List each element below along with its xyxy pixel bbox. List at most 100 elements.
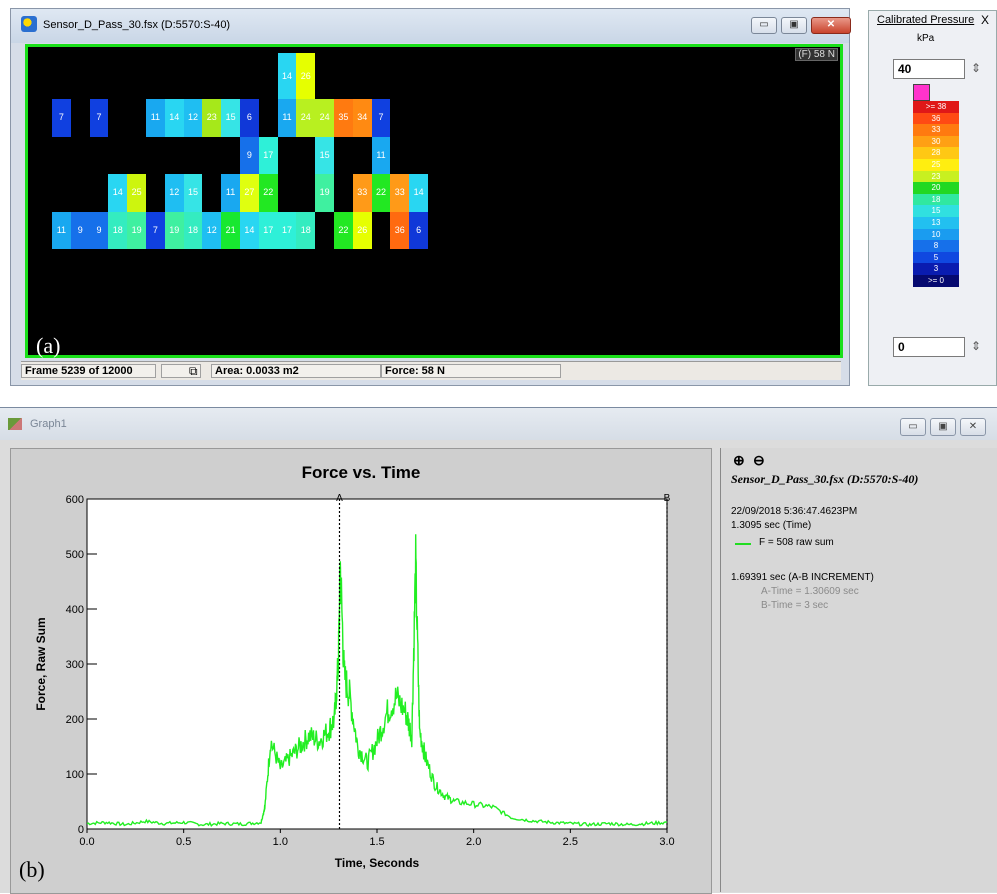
- sensor-window-titlebar[interactable]: Sensor_D_Pass_30.fsx (D:5570:S-40) ▭ ▣ ✕: [11, 9, 851, 43]
- heatmap-cell: 35: [334, 99, 353, 137]
- heatmap-cell: 11: [277, 99, 297, 137]
- force-series-line: [86, 534, 668, 827]
- x-tick-label: 3.0: [659, 836, 674, 848]
- scale-segment: 25: [913, 158, 959, 171]
- max-pressure-input[interactable]: 40: [893, 59, 965, 79]
- heatmap-cell: 33: [390, 174, 410, 212]
- heatmap-cell: 24: [315, 99, 334, 137]
- scale-segment: 3: [913, 263, 959, 275]
- panel-label-b: (b): [19, 857, 45, 882]
- y-tick-label: 600: [66, 494, 84, 506]
- heatmap-cell: 23: [202, 99, 222, 137]
- heatmap-cell: 14: [240, 211, 259, 249]
- heatmap-cell: 14: [108, 174, 128, 212]
- heatmap-cell: 24: [296, 99, 316, 137]
- scale-segment: 13: [913, 216, 959, 229]
- status-bar: Frame 5239 of 12000 ⧉ Area: 0.0033 m2 Fo…: [21, 361, 841, 380]
- heatmap-cell: 17: [277, 211, 297, 249]
- y-tick-label: 400: [66, 604, 84, 616]
- app-icon: [21, 16, 37, 32]
- y-tick-label: 200: [66, 714, 84, 726]
- marker-label: B: [664, 493, 671, 504]
- b-time: B-Time = 3 sec: [761, 600, 829, 611]
- minimize-button[interactable]: ▭: [751, 17, 777, 34]
- scale-segment: >= 0: [913, 274, 959, 287]
- heatmap-cell: 26: [352, 211, 372, 249]
- heatmap-cell: 25: [127, 174, 146, 212]
- graph-maximize-button[interactable]: ▣: [930, 418, 956, 436]
- heatmap-cell: 22: [258, 174, 278, 212]
- heatmap-cell: 14: [409, 174, 428, 212]
- y-tick-label: 100: [66, 769, 84, 781]
- heatmap-cell: 15: [315, 136, 334, 174]
- heatmap-cell: 27: [240, 174, 259, 212]
- heatmap-cell: 15: [183, 174, 203, 212]
- min-pressure-input[interactable]: 0: [893, 337, 965, 357]
- scale-segment: 20: [913, 182, 959, 194]
- x-tick-label: 2.5: [563, 836, 578, 848]
- heatmap-cell: 14: [164, 99, 184, 137]
- zoom-out-icon[interactable]: ⊖: [753, 452, 765, 468]
- heatmap-cell: 6: [240, 99, 259, 137]
- graph-close-button[interactable]: ✕: [960, 418, 986, 436]
- heatmap-cell: 12: [183, 99, 203, 137]
- window-mode-icon[interactable]: ⧉: [189, 364, 198, 378]
- plot-background: [86, 498, 668, 830]
- scale-segment: 36: [913, 112, 959, 125]
- heatmap-cell: 17: [258, 136, 278, 174]
- plot-area: Force vs. Time 0.0 0.5 1.0 1.5 2.0 2.5 3.0 0 100…: [10, 448, 712, 894]
- sensor-window-title: Sensor_D_Pass_30.fsx (D:5570:S-40): [43, 19, 231, 31]
- heatmap-cell: 11: [146, 99, 165, 137]
- pressure-heatmap[interactable]: (F) 58 N 14 26 7 7 11 14 12 23 15 6 11 24 24 35 34 7 9 17…: [25, 44, 843, 358]
- heatmap-cell: 15: [221, 99, 240, 137]
- maximize-button[interactable]: ▣: [781, 17, 807, 34]
- heatmap-cell: 33: [352, 174, 372, 212]
- x-axis-label: Time, Seconds: [335, 856, 420, 870]
- heatmap-cell: 9: [240, 136, 259, 174]
- legend-title: Calibrated Pressure: [877, 14, 975, 26]
- legend-close-button[interactable]: X: [981, 13, 990, 27]
- heatmap-cell: 19: [315, 174, 334, 212]
- x-tick-label: 1.0: [273, 836, 288, 848]
- legend-unit: kPa: [917, 33, 935, 44]
- close-button[interactable]: ✕: [811, 17, 851, 34]
- scale-segment: >= 38: [913, 101, 959, 113]
- heatmap-cell: 19: [164, 211, 184, 249]
- heatmap-cell: 7: [52, 99, 71, 137]
- x-tick-label: 2.0: [466, 836, 481, 848]
- info-time: 1.3095 sec (Time): [731, 520, 812, 531]
- heatmap-cell: 12: [164, 174, 184, 212]
- scale-segment: 33: [913, 124, 959, 136]
- scale-segment: 30: [913, 135, 959, 148]
- scale-segment: 23: [913, 170, 959, 183]
- scale-segment: 15: [913, 205, 959, 217]
- force-badge: (F) 58 N: [795, 48, 838, 61]
- heatmap-cell: 7: [89, 99, 109, 137]
- graph-minimize-button[interactable]: ▭: [900, 418, 926, 436]
- pressure-legend-panel: Calibrated Pressure X kPa 40 ⇕ >= 38 36 33…: [868, 10, 997, 386]
- graph-window-titlebar[interactable]: Graph1 ▭ ▣ ✕: [0, 408, 997, 440]
- graph-icon: [8, 418, 22, 430]
- y-tick-label: 0: [78, 824, 84, 836]
- frame-counter: Frame 5239 of 12000: [21, 364, 156, 378]
- chart-title: Force vs. Time: [301, 463, 421, 482]
- heatmap-cell: 12: [202, 211, 222, 249]
- x-tick-label: 1.5: [369, 836, 384, 848]
- scale-segment: 8: [913, 240, 959, 252]
- zoom-in-icon[interactable]: ⊕: [733, 452, 745, 468]
- max-spinner-icon[interactable]: ⇕: [971, 61, 982, 75]
- heatmap-cell: 34: [352, 99, 372, 137]
- heatmap-cell: 19: [127, 211, 146, 249]
- heatmap-cell: 6: [409, 211, 428, 249]
- heatmap-cell: 22: [334, 211, 353, 249]
- heatmap-cell: 7: [371, 99, 391, 137]
- heatmap-cell: 14: [277, 53, 297, 99]
- heatmap-cell: 18: [296, 211, 316, 249]
- heatmap-cell: 18: [183, 211, 203, 249]
- min-spinner-icon[interactable]: ⇕: [971, 339, 982, 353]
- heatmap-cell: 22: [371, 174, 391, 212]
- y-tick-label: 500: [66, 549, 84, 561]
- force-time-chart[interactable]: 0.0 0.5 1.0 1.5 2.0 2.5 3.0 0 100 200 300 400 500 600…: [11, 449, 711, 893]
- graph-window-title: Graph1: [30, 418, 67, 430]
- scale-segment: 18: [913, 193, 959, 206]
